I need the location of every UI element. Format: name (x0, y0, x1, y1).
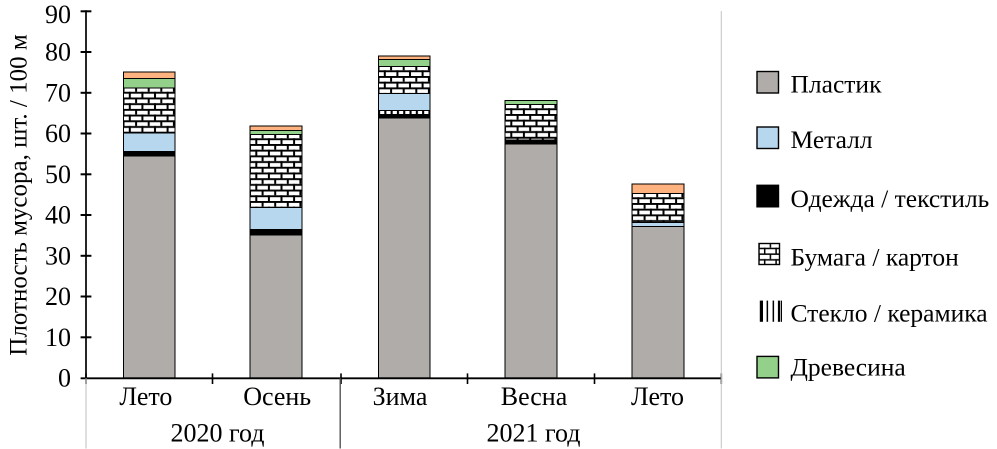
svg-text:Осень: Осень (243, 382, 311, 411)
svg-text:Пластик: Пластик (791, 70, 883, 99)
svg-text:Плотность мусора, шт. / 100 м: Плотность мусора, шт. / 100 м (6, 34, 33, 356)
svg-text:Весна: Весна (501, 382, 568, 411)
svg-text:Древесина: Древесина (791, 353, 906, 382)
svg-text:0: 0 (58, 364, 71, 393)
svg-text:90: 90 (45, 0, 71, 29)
svg-text:Лето: Лето (631, 382, 684, 411)
svg-text:Бумага / картон: Бумага / картон (791, 243, 960, 272)
svg-text:Металл: Металл (791, 125, 873, 154)
svg-text:2021 год: 2021 год (487, 419, 581, 448)
svg-text:2020 год: 2020 год (171, 419, 265, 448)
svg-text:50: 50 (45, 160, 71, 189)
svg-text:Зима: Зима (373, 382, 428, 411)
svg-text:60: 60 (45, 119, 71, 148)
svg-text:70: 70 (45, 78, 71, 107)
svg-text:10: 10 (45, 323, 71, 352)
svg-text:20: 20 (45, 282, 71, 311)
svg-text:30: 30 (45, 241, 71, 270)
svg-text:40: 40 (45, 201, 71, 230)
svg-text:Одежда / текстиль: Одежда / текстиль (791, 184, 990, 213)
svg-text:80: 80 (45, 38, 71, 67)
svg-text:Стекло / керамика: Стекло / керамика (791, 298, 988, 327)
svg-text:Лето: Лето (119, 382, 172, 411)
